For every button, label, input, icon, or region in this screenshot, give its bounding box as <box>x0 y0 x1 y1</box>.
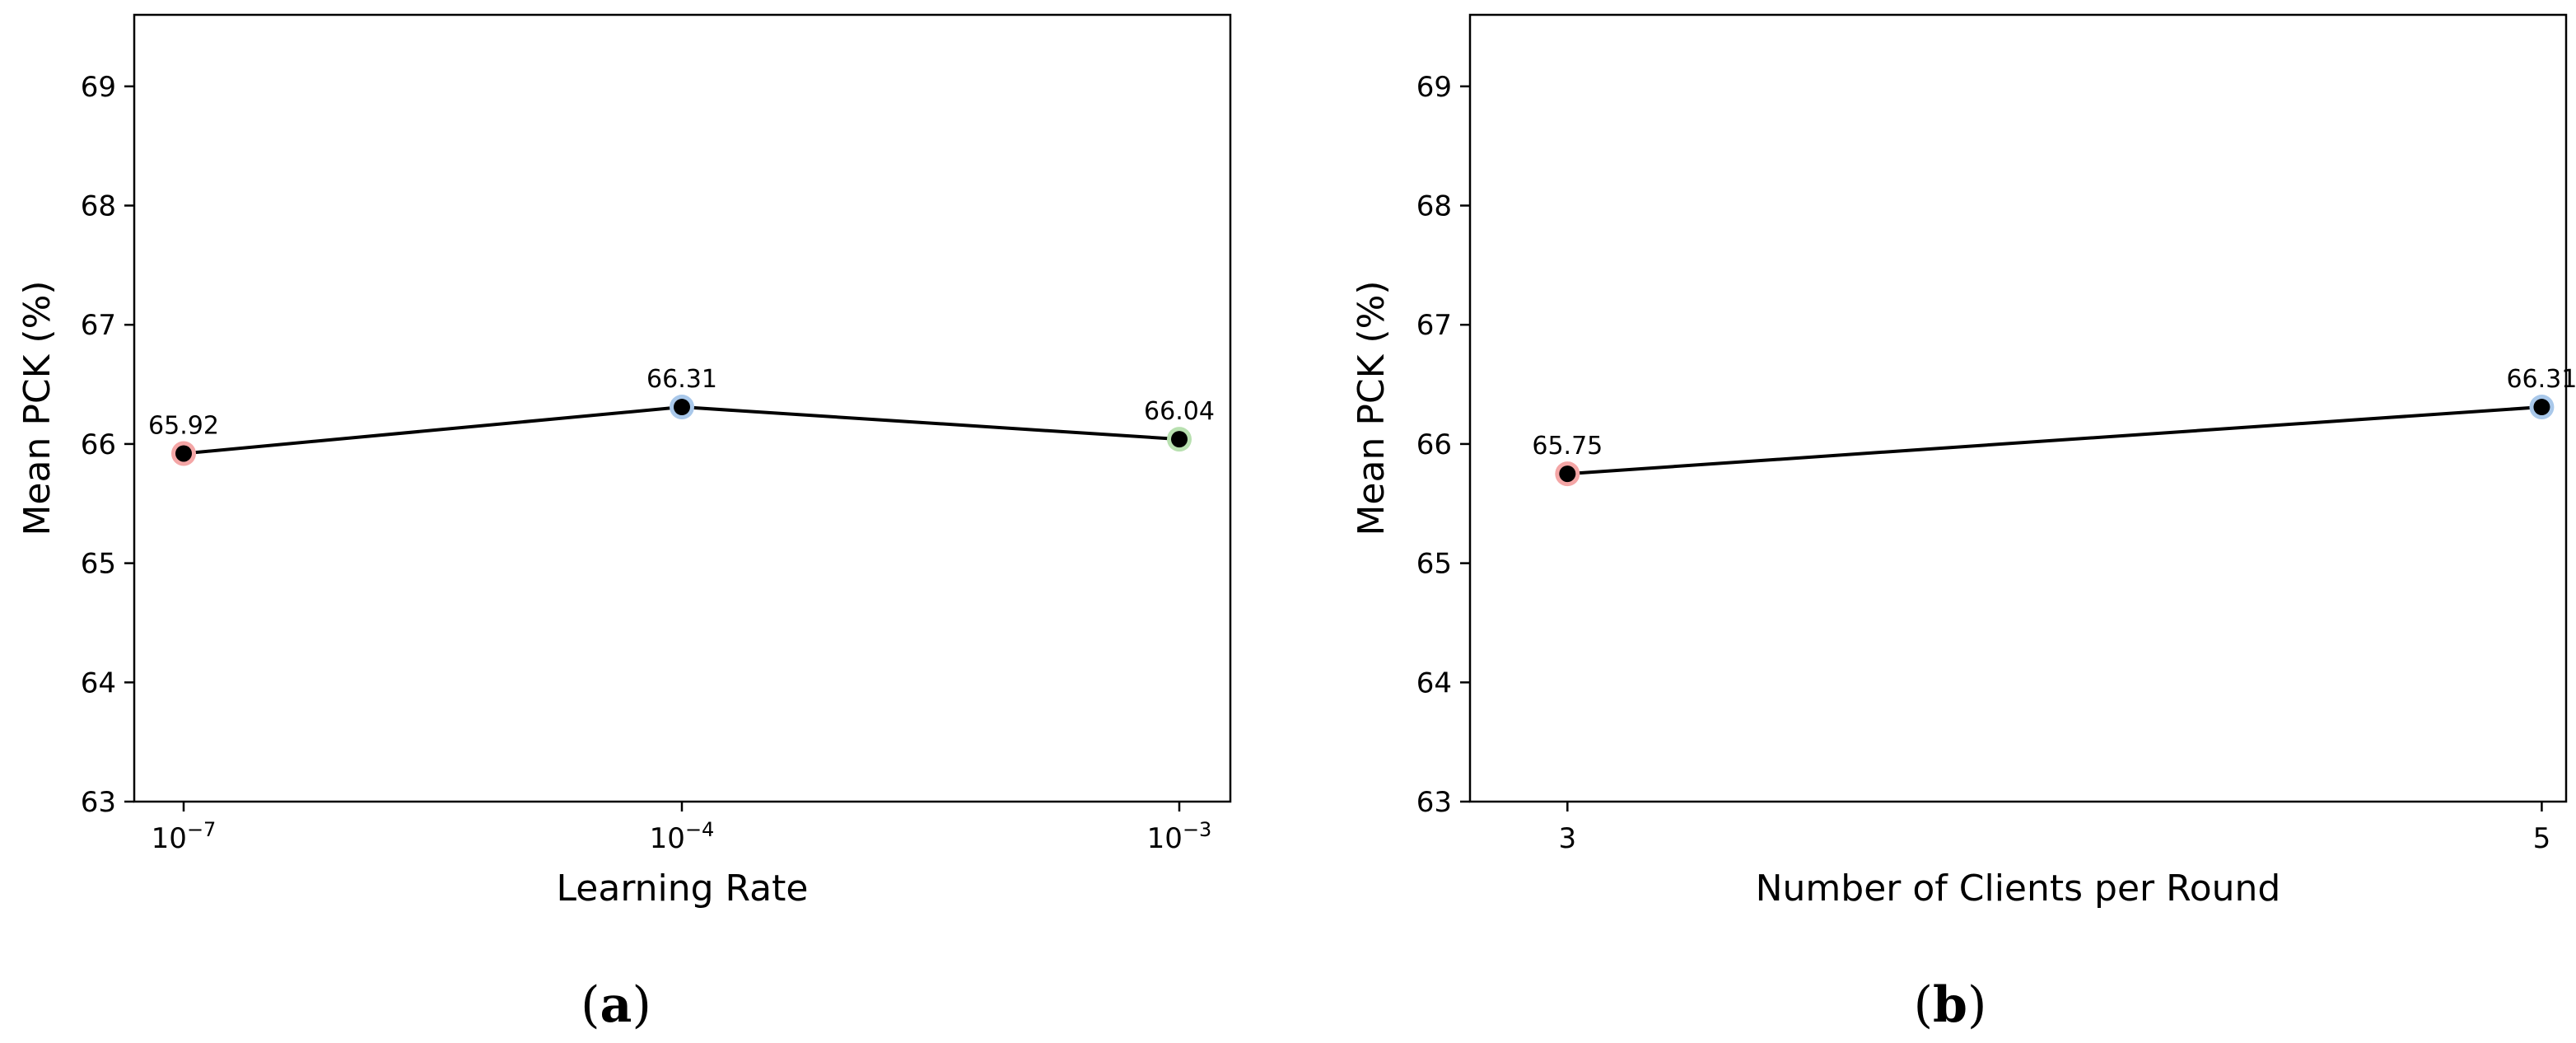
x-tick-exponent: −7 <box>187 818 216 841</box>
y-tick-label: 64 <box>1416 666 1452 699</box>
data-point <box>1559 465 1576 483</box>
y-tick-label: 67 <box>81 309 116 342</box>
panel-label: (b) <box>1914 976 1987 1034</box>
y-tick-label: 63 <box>1416 786 1452 819</box>
data-point <box>1171 431 1188 448</box>
x-tick-label: 10−4 <box>650 818 715 855</box>
panel-label-letter: b <box>1933 976 1967 1034</box>
data-label: 65.75 <box>1532 432 1603 461</box>
plot-frame <box>1468 13 2568 803</box>
x-tick-label: 3 <box>1558 822 1576 855</box>
data-label: 66.04 <box>1144 397 1215 426</box>
y-tick-label: 63 <box>81 786 116 819</box>
data-point <box>175 445 192 462</box>
data-point <box>2533 399 2550 416</box>
panel-label-close: ) <box>632 976 651 1034</box>
chart-panel-b: 63 64 65 66 67 68 69 3 5 Number of Clients per Ro… <box>1351 13 2576 1034</box>
x-tick-exponent: −3 <box>1183 818 1211 841</box>
x-tick-label: 10−3 <box>1147 818 1212 855</box>
x-tick-label: 5 <box>2533 822 2551 855</box>
panel-label-open: ( <box>581 976 600 1034</box>
y-tick-label: 66 <box>81 428 116 461</box>
series-line <box>1567 405 2542 476</box>
x-tick-base: 10 <box>650 822 685 855</box>
y-axis-label: Mean PCK (%) <box>1351 280 1393 536</box>
panel-label: (a) <box>581 976 651 1034</box>
y-tick-label: 67 <box>1416 309 1452 342</box>
y-axis-label: Mean PCK (%) <box>16 280 58 536</box>
y-tick-label: 69 <box>1416 71 1452 104</box>
y-tick-label: 68 <box>81 190 116 223</box>
x-axis-label: Number of Clients per Round <box>1756 868 2281 910</box>
y-tick-label: 66 <box>1416 428 1452 461</box>
y-tick-label: 65 <box>1416 548 1452 581</box>
panel-label-open: ( <box>1914 976 1933 1034</box>
x-tick-base: 10 <box>1147 822 1183 855</box>
x-tick-base: 10 <box>152 822 187 855</box>
panel-label-close: ) <box>1967 976 1986 1034</box>
data-label: 66.31 <box>2506 365 2576 394</box>
y-tick-label: 69 <box>81 71 116 104</box>
data-point <box>674 399 690 416</box>
x-axis-label: Learning Rate <box>557 868 809 910</box>
y-tick-label: 65 <box>81 548 116 581</box>
data-label: 65.92 <box>148 411 219 440</box>
y-tick-label: 64 <box>81 666 116 699</box>
panel-label-letter: a <box>600 976 632 1034</box>
x-tick-label: 10−7 <box>152 818 217 855</box>
data-label: 66.31 <box>646 365 717 394</box>
y-tick-label: 68 <box>1416 190 1452 223</box>
x-tick-exponent: −4 <box>685 818 714 841</box>
